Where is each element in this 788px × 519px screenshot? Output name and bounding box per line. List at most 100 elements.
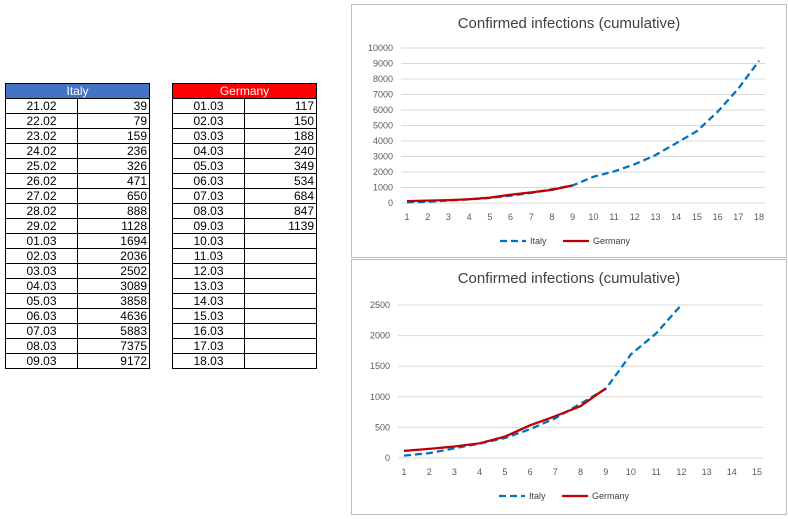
date-cell[interactable]: 29.02 xyxy=(5,218,78,234)
legend-label: Italy xyxy=(529,491,546,501)
value-cell[interactable]: 5883 xyxy=(77,323,150,339)
date-cell[interactable]: 01.03 xyxy=(5,233,78,249)
value-cell[interactable]: 847 xyxy=(244,203,317,219)
value-cell[interactable]: 159 xyxy=(77,128,150,144)
date-cell[interactable]: 09.03 xyxy=(172,218,245,234)
table-row: 26.02 471 xyxy=(5,173,150,189)
date-cell[interactable]: 13.03 xyxy=(172,278,245,294)
date-cell[interactable]: 10.03 xyxy=(172,233,245,249)
value-cell[interactable] xyxy=(244,248,317,264)
value-cell[interactable] xyxy=(244,233,317,249)
value-cell[interactable]: 79 xyxy=(77,113,150,129)
value-cell[interactable]: 2502 xyxy=(77,263,150,279)
date-cell[interactable]: 16.03 xyxy=(172,323,245,339)
value-cell[interactable]: 888 xyxy=(77,203,150,219)
date-cell[interactable]: 11.03 xyxy=(172,248,245,264)
x-tick-label: 3 xyxy=(446,212,451,222)
value-cell[interactable]: 117 xyxy=(244,98,317,114)
series-line-italy xyxy=(403,304,683,457)
germany-table-header[interactable]: Germany xyxy=(172,83,317,99)
date-cell[interactable]: 26.02 xyxy=(5,173,78,189)
x-tick-label: 7 xyxy=(529,212,534,222)
date-cell[interactable]: 27.02 xyxy=(5,188,78,204)
value-cell[interactable]: 4636 xyxy=(77,308,150,324)
x-tick-label: 10 xyxy=(626,467,636,477)
chart-bottom[interactable]: Confirmed infections (cumulative) 0 500 10… xyxy=(351,259,787,515)
date-cell[interactable]: 03.03 xyxy=(172,128,245,144)
value-cell[interactable]: 240 xyxy=(244,143,317,159)
value-cell[interactable]: 39 xyxy=(77,98,150,114)
value-cell[interactable]: 3089 xyxy=(77,278,150,294)
value-cell[interactable] xyxy=(244,338,317,354)
date-cell[interactable]: 07.03 xyxy=(5,323,78,339)
date-cell[interactable]: 01.03 xyxy=(172,98,245,114)
value-cell[interactable]: 326 xyxy=(77,158,150,174)
value-cell[interactable] xyxy=(244,323,317,339)
date-cell[interactable]: 05.03 xyxy=(5,293,78,309)
value-cell[interactable]: 150 xyxy=(244,113,317,129)
x-tick-label: 9 xyxy=(603,467,608,477)
x-tick-label: 10 xyxy=(588,212,598,222)
value-cell[interactable] xyxy=(244,263,317,279)
x-tick-label: 13 xyxy=(702,467,712,477)
value-cell[interactable] xyxy=(244,278,317,294)
value-cell[interactable]: 9172 xyxy=(77,353,150,369)
x-tick-label: 12 xyxy=(676,467,686,477)
date-cell[interactable]: 09.03 xyxy=(5,353,78,369)
table-row: 05.03 349 xyxy=(172,158,317,174)
date-cell[interactable]: 18.03 xyxy=(172,353,245,369)
value-cell[interactable]: 2036 xyxy=(77,248,150,264)
date-cell[interactable]: 04.03 xyxy=(172,143,245,159)
value-cell[interactable]: 650 xyxy=(77,188,150,204)
date-cell[interactable]: 28.02 xyxy=(5,203,78,219)
date-cell[interactable]: 06.03 xyxy=(5,308,78,324)
value-cell[interactable]: 1139 xyxy=(244,218,317,234)
italy-table-header[interactable]: Italy xyxy=(5,83,150,99)
x-tick-label: 5 xyxy=(487,212,492,222)
value-cell[interactable]: 236 xyxy=(77,143,150,159)
value-cell[interactable]: 1694 xyxy=(77,233,150,249)
value-cell[interactable]: 349 xyxy=(244,158,317,174)
date-cell[interactable]: 07.03 xyxy=(172,188,245,204)
date-cell[interactable]: 22.02 xyxy=(5,113,78,129)
value-cell[interactable]: 7375 xyxy=(77,338,150,354)
date-cell[interactable]: 23.02 xyxy=(5,128,78,144)
germany-table-body: 01.03 117 02.03 150 03.03 188 04.03 240 05.03 349… xyxy=(172,98,317,369)
date-cell[interactable]: 05.03 xyxy=(172,158,245,174)
date-cell[interactable]: 08.03 xyxy=(172,203,245,219)
table-row: 05.03 3858 xyxy=(5,293,150,309)
date-cell[interactable]: 04.03 xyxy=(5,278,78,294)
date-cell[interactable]: 03.03 xyxy=(5,263,78,279)
date-cell[interactable]: 08.03 xyxy=(5,338,78,354)
chart-top[interactable]: Confirmed infections (cumulative) 0 1000 2… xyxy=(351,4,787,258)
value-cell[interactable]: 3858 xyxy=(77,293,150,309)
date-cell[interactable]: 12.03 xyxy=(172,263,245,279)
value-cell[interactable]: 471 xyxy=(77,173,150,189)
date-cell[interactable]: 14.03 xyxy=(172,293,245,309)
series-line-germany xyxy=(406,184,573,203)
table-row: 04.03 3089 xyxy=(5,278,150,294)
x-tick-label: 18 xyxy=(754,212,764,222)
table-row: 28.02 888 xyxy=(5,203,150,219)
date-cell[interactable]: 25.02 xyxy=(5,158,78,174)
value-cell[interactable]: 188 xyxy=(244,128,317,144)
date-cell[interactable]: 21.02 xyxy=(5,98,78,114)
value-cell[interactable]: 684 xyxy=(244,188,317,204)
value-cell[interactable] xyxy=(244,293,317,309)
date-cell[interactable]: 15.03 xyxy=(172,308,245,324)
value-cell[interactable]: 1128 xyxy=(77,218,150,234)
date-cell[interactable]: 17.03 xyxy=(172,338,245,354)
date-cell[interactable]: 24.02 xyxy=(5,143,78,159)
y-tick-label: 1000 xyxy=(370,392,390,402)
date-cell[interactable]: 06.03 xyxy=(172,173,245,189)
value-cell[interactable]: 534 xyxy=(244,173,317,189)
italy-table-body: 21.02 39 22.02 79 23.02 159 24.02 236 25.02 326 26… xyxy=(5,98,150,369)
y-tick-label: 9000 xyxy=(373,59,393,69)
italy-table: Italy 21.02 39 22.02 79 23.02 159 24.02 236 25.0… xyxy=(5,83,150,369)
date-cell[interactable]: 02.03 xyxy=(172,113,245,129)
chart-title: Confirmed infections (cumulative) xyxy=(457,15,681,32)
value-cell[interactable] xyxy=(244,353,317,369)
table-row: 09.03 9172 xyxy=(5,353,150,369)
date-cell[interactable]: 02.03 xyxy=(5,248,78,264)
value-cell[interactable] xyxy=(244,308,317,324)
